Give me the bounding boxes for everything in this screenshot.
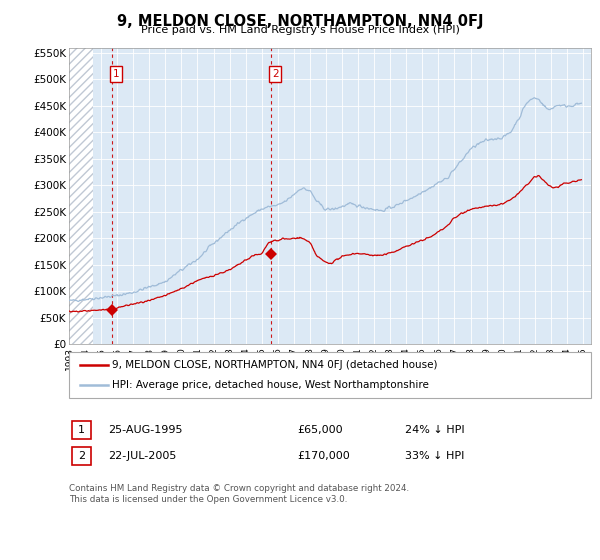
Text: 22-JUL-2005: 22-JUL-2005 [108, 451, 176, 461]
Text: HPI: Average price, detached house, West Northamptonshire: HPI: Average price, detached house, West… [112, 380, 429, 390]
Text: Price paid vs. HM Land Registry's House Price Index (HPI): Price paid vs. HM Land Registry's House … [140, 25, 460, 35]
Text: 2: 2 [78, 451, 85, 461]
Text: £65,000: £65,000 [297, 425, 343, 435]
Text: 24% ↓ HPI: 24% ↓ HPI [405, 425, 464, 435]
Text: 25-AUG-1995: 25-AUG-1995 [108, 425, 182, 435]
Text: 9, MELDON CLOSE, NORTHAMPTON, NN4 0FJ (detached house): 9, MELDON CLOSE, NORTHAMPTON, NN4 0FJ (d… [112, 360, 438, 370]
Text: 1: 1 [113, 69, 119, 79]
Text: Contains HM Land Registry data © Crown copyright and database right 2024.
This d: Contains HM Land Registry data © Crown c… [69, 484, 409, 504]
Text: 33% ↓ HPI: 33% ↓ HPI [405, 451, 464, 461]
Text: 2: 2 [272, 69, 278, 79]
Text: 9, MELDON CLOSE, NORTHAMPTON, NN4 0FJ: 9, MELDON CLOSE, NORTHAMPTON, NN4 0FJ [117, 14, 483, 29]
Text: £170,000: £170,000 [297, 451, 350, 461]
Text: 1: 1 [78, 425, 85, 435]
